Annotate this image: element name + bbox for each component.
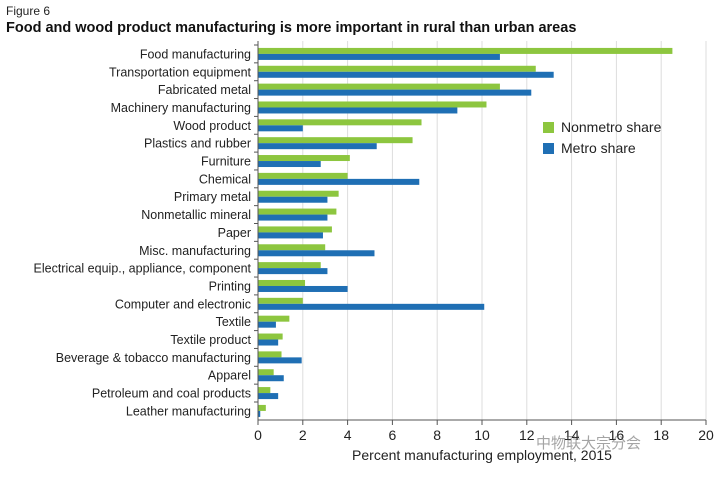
category-label: Leather manufacturing [126,404,251,418]
bar-metro [258,196,328,203]
category-label: Primary metal [174,190,251,204]
category-label: Printing [209,279,251,293]
category-label: Transportation equipment [109,65,252,79]
x-tick-label: 10 [474,427,490,443]
category-label: Fabricated metal [158,83,251,97]
x-tick-label: 6 [389,427,397,443]
bar-nonmetro [258,369,274,376]
x-axis-title: Percent manufacturing employment, 2015 [352,447,612,463]
bar-metro [258,53,500,60]
category-label: Furniture [201,155,251,169]
bar-metro [258,268,328,275]
legend-swatch [543,122,554,133]
legend-label: Metro share [561,140,636,156]
chart-title: Food and wood product manufacturing is m… [6,20,577,36]
x-tick-label: 20 [698,427,714,443]
tick-labels: 0 2 4 6 8 10 12 14 16 18 20 [254,427,714,443]
category-label: Nonmetallic mineral [141,208,251,222]
bar-nonmetro [258,387,271,394]
category-label: Beverage & tobacco manufacturing [56,351,251,365]
bar-nonmetro [258,172,348,179]
bar-nonmetro [258,101,487,108]
x-tick-label: 4 [344,427,352,443]
legend-label: Nonmetro share [561,119,662,135]
bar-nonmetro [258,47,673,54]
bar-metro [258,339,279,346]
category-labels: Food manufacturing Transportation equipme… [34,47,252,418]
category-label: Plastics and rubber [144,137,251,151]
category-label: Computer and electronic [115,297,251,311]
axes-group [254,41,707,425]
x-tick-label: 0 [254,427,262,443]
bar-metro [258,285,348,292]
bar-nonmetro [258,333,283,340]
category-label: Textile [216,315,251,329]
bar-nonmetro [258,155,350,162]
bar-metro [258,410,261,417]
legend: Nonmetro share Metro share [543,119,662,156]
bar-nonmetro [258,297,303,304]
bar-metro [258,71,554,78]
bar-metro [258,143,377,150]
x-tick-label: 14 [564,427,580,443]
bar-metro [258,303,485,310]
grid-lines [302,41,707,420]
bar-nonmetro [258,404,266,411]
x-tick-label: 18 [653,427,669,443]
bars-group [258,47,673,417]
x-tick-label: 8 [433,427,441,443]
x-tick-label: 2 [299,427,307,443]
bar-nonmetro [258,208,337,215]
bar-metro [258,232,323,239]
bar-nonmetro [258,315,290,322]
figure-label: Figure 6 [6,4,51,18]
bar-nonmetro [258,190,339,197]
bar-nonmetro [258,65,536,72]
category-label: Misc. manufacturing [139,244,251,258]
bar-metro [258,107,458,114]
bar-metro [258,393,279,400]
category-label: Machinery manufacturing [111,101,251,115]
category-label: Electrical equip., appliance, component [34,262,252,276]
category-label: Food manufacturing [140,47,251,61]
bar-nonmetro [258,83,500,90]
watermark: 中物联大宗分会 [536,435,642,452]
category-label: Apparel [208,369,251,383]
bar-metro [258,161,321,168]
bar-metro [258,357,302,364]
category-label: Wood product [173,119,251,133]
category-label: Paper [218,226,251,240]
category-label: Chemical [199,172,251,186]
bar-metro [258,125,303,132]
bar-nonmetro [258,244,326,251]
bar-nonmetro [258,226,332,233]
category-label: Textile product [170,333,251,347]
bar-nonmetro [258,351,282,358]
x-tick-label: 12 [519,427,535,443]
bar-nonmetro [258,279,306,286]
bar-nonmetro [258,119,422,126]
bar-nonmetro [258,262,321,269]
bar-nonmetro [258,137,413,144]
bar-metro [258,178,420,185]
bar-metro [258,321,276,328]
legend-swatch [543,143,554,154]
bar-metro [258,214,328,221]
bar-metro [258,375,284,382]
bar-metro [258,250,375,257]
x-tick-label: 16 [609,427,625,443]
category-label: Petroleum and coal products [92,387,251,401]
bar-metro [258,89,532,96]
